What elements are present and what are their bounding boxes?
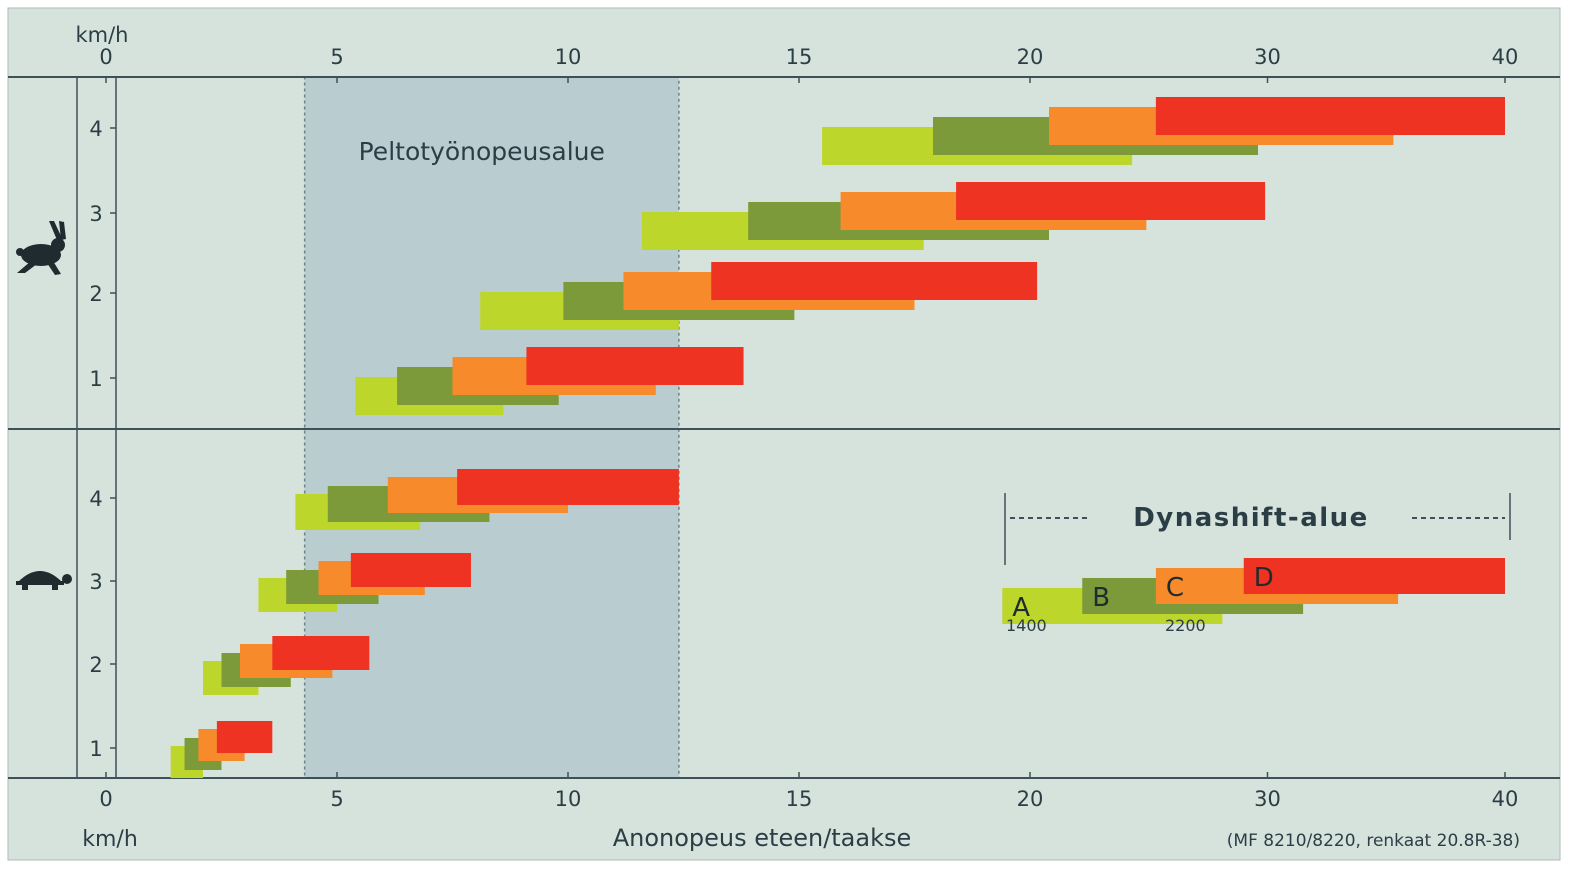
gear-label: 3: [89, 570, 102, 594]
tire-note: (MF 8210/8220, renkaat 20.8R-38): [1227, 831, 1520, 851]
x-tick-label-bottom: 20: [1017, 787, 1044, 811]
bottom-unit-label: km/h: [82, 827, 138, 852]
gear-label: 1: [89, 737, 102, 761]
gear-label: 4: [89, 117, 102, 141]
bar-slow-gear-3-D: [350, 553, 471, 587]
hare-icon: [16, 221, 66, 275]
x-tick-label-bottom: 30: [1254, 787, 1281, 811]
field-work-zone: [303, 76, 680, 779]
x-axis-title: Anonopeus eteen/taakse: [613, 824, 912, 852]
bar-fast-gear-3-D: [956, 182, 1266, 220]
bar-fast-gear-4-D: [1155, 97, 1505, 135]
legend-rpm-high: 2200: [1165, 616, 1206, 635]
x-tick-label-top: 40: [1492, 45, 1519, 69]
x-tick-label-bottom: 0: [99, 787, 112, 811]
legend-rpm-low: 1400: [1006, 616, 1047, 635]
top-unit-label: km/h: [75, 23, 128, 47]
field-work-zone-label: Peltotyönopeusalue: [359, 137, 605, 166]
chart-background: [7, 7, 1561, 861]
bar-fast-gear-2-D: [711, 262, 1038, 300]
gear-label: 1: [89, 367, 102, 391]
x-tick-label-top: 15: [786, 45, 813, 69]
bar-slow-gear-1-D: [216, 721, 273, 753]
tortoise-icon: [16, 571, 72, 590]
x-tick-label-top: 5: [330, 45, 343, 69]
gear-label: 4: [89, 487, 102, 511]
x-tick-label-bottom: 10: [555, 787, 582, 811]
gear-label: 3: [89, 202, 102, 226]
gear-label: 2: [89, 653, 102, 677]
x-tick-label-bottom: 40: [1492, 787, 1519, 811]
x-tick-label-top: 20: [1017, 45, 1044, 69]
gear-label: 2: [89, 282, 102, 306]
bar-slow-gear-2-D: [272, 636, 370, 670]
x-tick-label-top: 30: [1254, 45, 1281, 69]
bar-slow-gear-4-D: [457, 469, 679, 505]
legend-title: Dynashift-alue: [1133, 503, 1369, 533]
x-tick-label-bottom: 5: [330, 787, 343, 811]
x-tick-label-bottom: 15: [786, 787, 813, 811]
bar-fast-gear-1-D: [526, 347, 744, 385]
legend-item-B: B: [1092, 583, 1110, 613]
x-tick-label-top: 10: [555, 45, 582, 69]
x-tick-label-top: 0: [99, 45, 112, 69]
legend-item-A: A: [1012, 593, 1030, 623]
legend-bar-D: [1243, 558, 1505, 594]
legend-item-D: D: [1254, 563, 1274, 593]
legend-item-C: C: [1166, 573, 1184, 603]
dynashift-legend: Dynashift-alue A B C D 1400 2200: [1002, 493, 1511, 635]
